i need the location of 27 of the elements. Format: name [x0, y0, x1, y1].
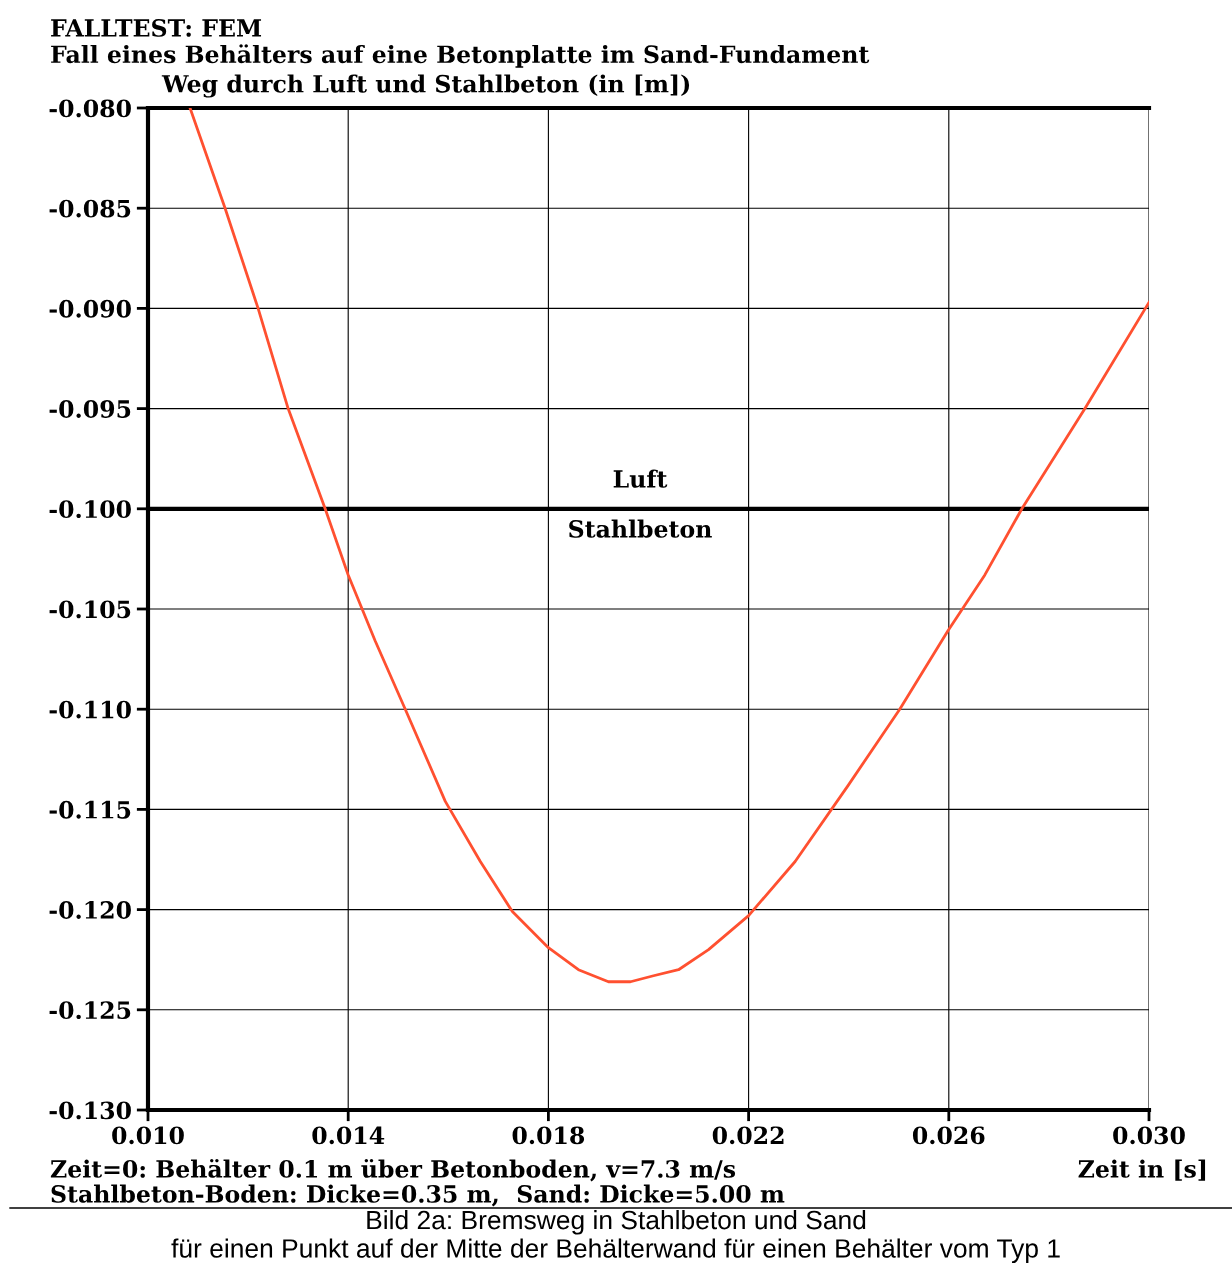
text: Stahlbeton-Boden: Dicke=0.35 m, Sand: Dicke=5.00 m: [51, 1184, 785, 1207]
y-tick-label: -0.115: [49, 800, 131, 819]
text: Zeit=0: Behälter 0.1 m über Betonboden, v=7.3 m/s: [50, 1158, 736, 1182]
y-tick-label: -0.100: [49, 500, 131, 519]
y-tick-label: -0.120: [49, 901, 131, 919]
x-tick-label: 0.022: [712, 1126, 784, 1145]
y-tick-label: -0.090: [49, 299, 131, 318]
y-tick-label: -0.110: [49, 700, 131, 719]
x-tick-label: 0.010: [112, 1126, 184, 1145]
annotation: Stahlbeton: [569, 519, 712, 538]
chart-title: FALLTEST: FEM: [51, 18, 262, 37]
y-tick-label: -0.105: [49, 600, 131, 619]
y-tick-label: -0.125: [49, 1001, 131, 1020]
chart-subtitle: Fall eines Behälters auf eine Betonplatte im Sand-Fundament: [51, 44, 870, 68]
line-series: [188, 108, 1149, 984]
annotation: Luft: [613, 469, 668, 488]
y-tick-label: -0.080: [49, 99, 131, 118]
y-axis-title: Weg durch Luft und Stahlbeton (in [m]): [161, 74, 690, 98]
y-tick-label: -0.085: [49, 199, 131, 218]
text: Bild 2a: Bremsweg in Stahlbeton und Sand für einen Punkt auf der Mitte der Behälterwand für einen Behälter vom Typ 1: [171, 1210, 1060, 1264]
y-tick-label: -0.095: [49, 400, 131, 418]
x-tick-label: 0.018: [512, 1126, 585, 1145]
x-tick-label: 0.030: [1113, 1126, 1185, 1145]
x-tick-label: 0.014: [312, 1126, 385, 1145]
y-tick-label: -0.130: [49, 1101, 131, 1120]
x-axis-title: Zeit in [s]: [1078, 1159, 1206, 1181]
x-tick-label: 0.026: [912, 1126, 985, 1145]
